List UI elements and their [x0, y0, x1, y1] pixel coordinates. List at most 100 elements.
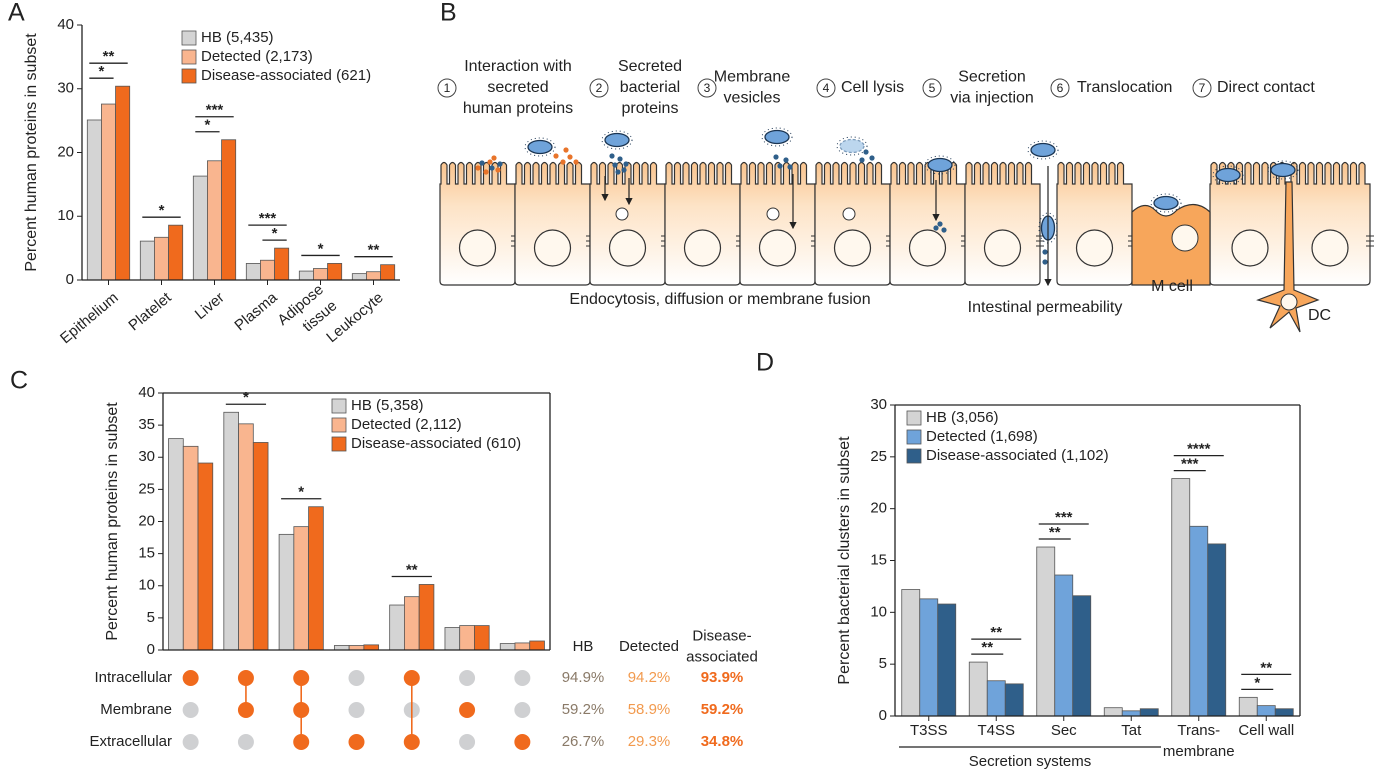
- x-tick-label: Leukocyte: [323, 289, 386, 346]
- x-tick-label: Platelet: [125, 289, 175, 335]
- diagram-label: M cell: [1151, 278, 1193, 295]
- bar: [1171, 478, 1191, 717]
- bar: [404, 596, 420, 651]
- molecule: [491, 155, 497, 161]
- step-circle: [1050, 78, 1070, 98]
- x-tick-label: Epithelium: [57, 289, 122, 347]
- significance-label: *: [99, 63, 105, 80]
- molecule: [1042, 249, 1048, 255]
- step-number: 5: [929, 81, 936, 95]
- bacterium-body: [1270, 162, 1296, 178]
- matrix-dot-empty: [514, 702, 531, 718]
- y-tick-label: 10: [57, 207, 74, 224]
- table-cell: 34.8%: [701, 733, 744, 750]
- molecule: [563, 147, 569, 153]
- legend-label: HB (3,056): [926, 409, 999, 426]
- bar: [363, 644, 380, 651]
- significance-label: *: [318, 240, 324, 257]
- step-circle: [1192, 78, 1212, 98]
- y-axis-label: Percent human proteins in subset: [104, 402, 121, 641]
- bacterium: [1027, 140, 1059, 160]
- nucleus: [608, 229, 647, 267]
- molecule: [497, 161, 503, 167]
- bacterium-spikes: [1212, 165, 1244, 185]
- bar: [901, 589, 921, 717]
- bar: [1256, 705, 1276, 717]
- bar: [351, 273, 367, 281]
- matrix-dot: [182, 670, 199, 686]
- y-axis-label: Percent bacterial clusters in subset: [836, 436, 853, 685]
- table-header: Disease-associated: [686, 627, 758, 665]
- bar: [333, 645, 350, 651]
- matrix-dot-empty: [237, 734, 254, 750]
- dendritic-cell: [1256, 181, 1320, 333]
- table-cell: 94.9%: [562, 669, 605, 686]
- significance-label: **: [990, 624, 1002, 641]
- matrix-dot-empty: [348, 670, 365, 686]
- matrix-dot-empty: [182, 702, 199, 718]
- step-circle: [437, 78, 457, 98]
- step-label: Translocation: [1077, 79, 1172, 96]
- bar: [274, 247, 290, 281]
- matrix-dot: [459, 702, 476, 718]
- step-label: Direct contact: [1217, 79, 1315, 96]
- y-tick-label: 5: [879, 655, 887, 672]
- bar: [1139, 708, 1159, 717]
- bacterium-body: [764, 129, 790, 145]
- x-tick-label: T4SS: [977, 722, 1015, 739]
- m-cell: [1131, 203, 1211, 286]
- significance-label: *: [1254, 674, 1260, 691]
- significance-label: ****: [1187, 441, 1211, 458]
- nucleus: [758, 229, 797, 267]
- panel-label: B: [440, 0, 457, 27]
- nucleus: [833, 229, 872, 267]
- bar: [223, 411, 239, 651]
- molecule: [859, 157, 865, 163]
- significance-label: ***: [1055, 509, 1073, 526]
- step-number: 3: [704, 81, 711, 95]
- step-label: Membrane vesicles: [714, 69, 791, 107]
- matrix-row-label: Extracellular: [89, 733, 172, 750]
- bar: [366, 271, 381, 281]
- legend-swatch: [331, 436, 347, 452]
- y-tick-label: 25: [870, 448, 887, 465]
- bar: [499, 643, 516, 651]
- bacterium: [1212, 165, 1244, 185]
- x-tick-label: T3SS: [910, 722, 948, 739]
- x-tick-label: Trans-membrane: [1163, 722, 1235, 760]
- molecule: [573, 159, 579, 165]
- bacterium-spikes: [924, 155, 956, 175]
- legend-swatch: [906, 448, 922, 464]
- bar: [474, 625, 490, 651]
- legend-label: Detected (2,112): [351, 416, 462, 433]
- epithelial-cell: [964, 161, 1041, 286]
- y-tick-label: 0: [66, 271, 74, 288]
- y-tick-label: 25: [138, 480, 155, 497]
- bacterium-spikes: [836, 136, 868, 156]
- bar: [380, 264, 396, 281]
- bar: [444, 627, 461, 651]
- table-cell: 59.2%: [701, 701, 744, 718]
- bar: [245, 263, 261, 281]
- bacterium-spikes: [524, 137, 556, 157]
- table-header: HB: [573, 638, 594, 655]
- table-cell: 59.2%: [562, 701, 605, 718]
- bar: [1189, 525, 1209, 717]
- y-tick-label: 20: [870, 500, 887, 517]
- molecule: [483, 169, 489, 175]
- bacterium-body: [1153, 195, 1179, 211]
- x-tick-label: Liver: [192, 289, 228, 323]
- y-tick-label: 20: [138, 512, 155, 529]
- step-number: 7: [1199, 81, 1206, 95]
- epithelial-cell: [589, 161, 666, 286]
- legend-label: HB (5,435): [201, 29, 274, 46]
- y-tick-label: 40: [138, 384, 155, 401]
- significance-label: *: [243, 389, 249, 406]
- nucleus: [1311, 229, 1349, 267]
- bar: [252, 442, 269, 651]
- bar: [459, 625, 475, 651]
- bar: [1274, 708, 1294, 717]
- bacterium-spikes: [1150, 193, 1182, 213]
- matrix-row-label: Intracellular: [94, 669, 172, 686]
